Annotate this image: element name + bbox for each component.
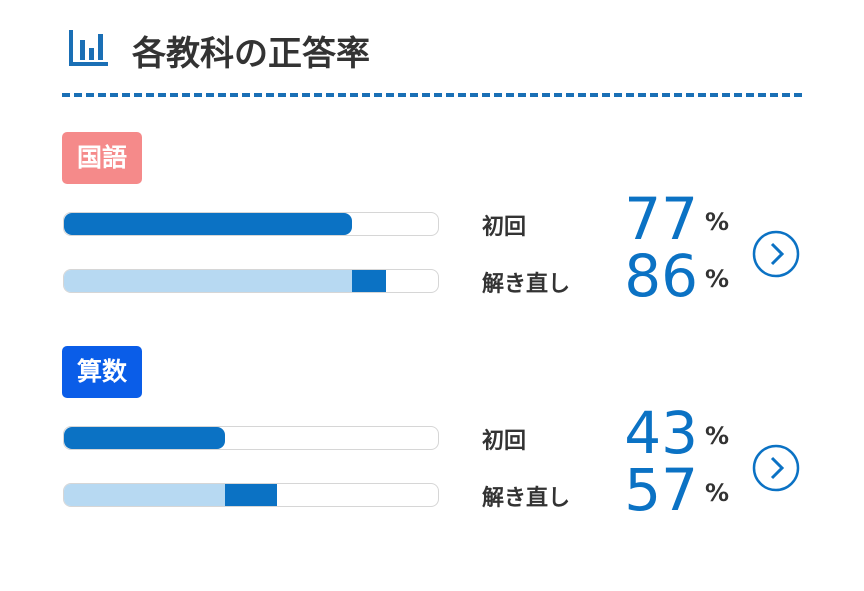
subject-badge: 算数	[62, 346, 143, 398]
row-label: 初回	[482, 215, 527, 240]
chevron-icon	[752, 230, 800, 278]
progress-track	[63, 426, 439, 450]
progress-bar	[224, 484, 278, 506]
row-unit: %	[705, 265, 730, 293]
row-label: 初回	[482, 429, 527, 454]
detail-button[interactable]	[752, 230, 800, 278]
previous-bar	[64, 270, 352, 292]
row-value: 86	[624, 242, 698, 310]
previous-bar	[64, 484, 225, 506]
progress-track	[63, 483, 439, 507]
detail-button[interactable]	[752, 444, 800, 492]
row-value: 77	[624, 185, 698, 253]
title: 各教科の正答率	[132, 34, 370, 74]
row-label: 解き直し	[482, 486, 571, 511]
chevron-icon	[752, 444, 800, 492]
chart-icon	[69, 30, 108, 66]
divider	[62, 93, 802, 97]
row-unit: %	[705, 422, 730, 450]
subject-badge: 国語	[62, 132, 143, 184]
row-unit: %	[705, 479, 730, 507]
row-label: 解き直し	[482, 272, 571, 297]
row-value: 57	[624, 456, 698, 524]
progress-bar	[64, 427, 225, 449]
progress-bar	[351, 270, 386, 292]
progress-bar	[64, 213, 352, 235]
progress-track	[63, 212, 439, 236]
row-unit: %	[705, 208, 730, 236]
row-value: 43	[624, 399, 698, 467]
progress-track	[63, 269, 439, 293]
